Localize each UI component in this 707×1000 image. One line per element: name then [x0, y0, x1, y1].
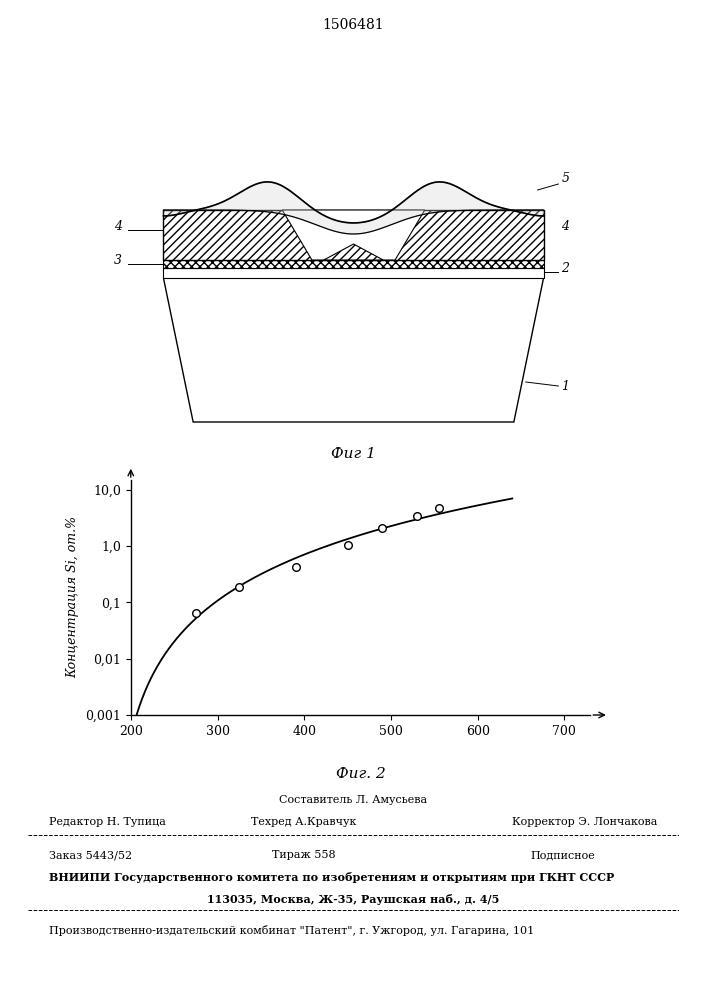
Text: Корректор Э. Лончакова: Корректор Э. Лончакова	[512, 817, 658, 827]
Text: Подписное: Подписное	[530, 850, 595, 860]
Text: 4: 4	[561, 220, 569, 233]
Polygon shape	[163, 210, 544, 260]
Polygon shape	[163, 268, 544, 278]
Polygon shape	[324, 244, 383, 260]
Text: Фиг. 2: Фиг. 2	[336, 767, 385, 781]
Y-axis label: Концентрация Si, от.%: Концентрация Si, от.%	[66, 516, 80, 678]
Polygon shape	[282, 210, 425, 260]
Text: Редактор Н. Тупица: Редактор Н. Тупица	[49, 817, 166, 827]
Text: Производственно-издательский комбинат "Патент", г. Ужгород, ул. Гагарина, 101: Производственно-издательский комбинат "П…	[49, 925, 534, 936]
Polygon shape	[163, 182, 544, 234]
Text: Тираж 558: Тираж 558	[272, 850, 336, 860]
Text: 4: 4	[114, 220, 122, 233]
Text: 113035, Москва, Ж-35, Раушская наб., д. 4/5: 113035, Москва, Ж-35, Раушская наб., д. …	[207, 894, 500, 905]
Text: 1506481: 1506481	[322, 18, 385, 32]
Text: Заказ 5443/52: Заказ 5443/52	[49, 850, 133, 860]
Text: 2: 2	[561, 262, 569, 275]
Text: Техред А.Кравчук: Техред А.Кравчук	[251, 817, 357, 827]
Polygon shape	[163, 278, 544, 422]
Text: Фиг 1: Фиг 1	[331, 447, 376, 461]
Text: ВНИИПИ Государственного комитета по изобретениям и открытиям при ГКНТ СССР: ВНИИПИ Государственного комитета по изоб…	[49, 872, 615, 883]
Polygon shape	[163, 260, 544, 268]
Text: 1: 1	[561, 380, 569, 393]
Text: 3: 3	[114, 254, 122, 267]
Text: Составитель Л. Амусьева: Составитель Л. Амусьева	[279, 795, 428, 805]
Text: 5: 5	[561, 172, 569, 185]
